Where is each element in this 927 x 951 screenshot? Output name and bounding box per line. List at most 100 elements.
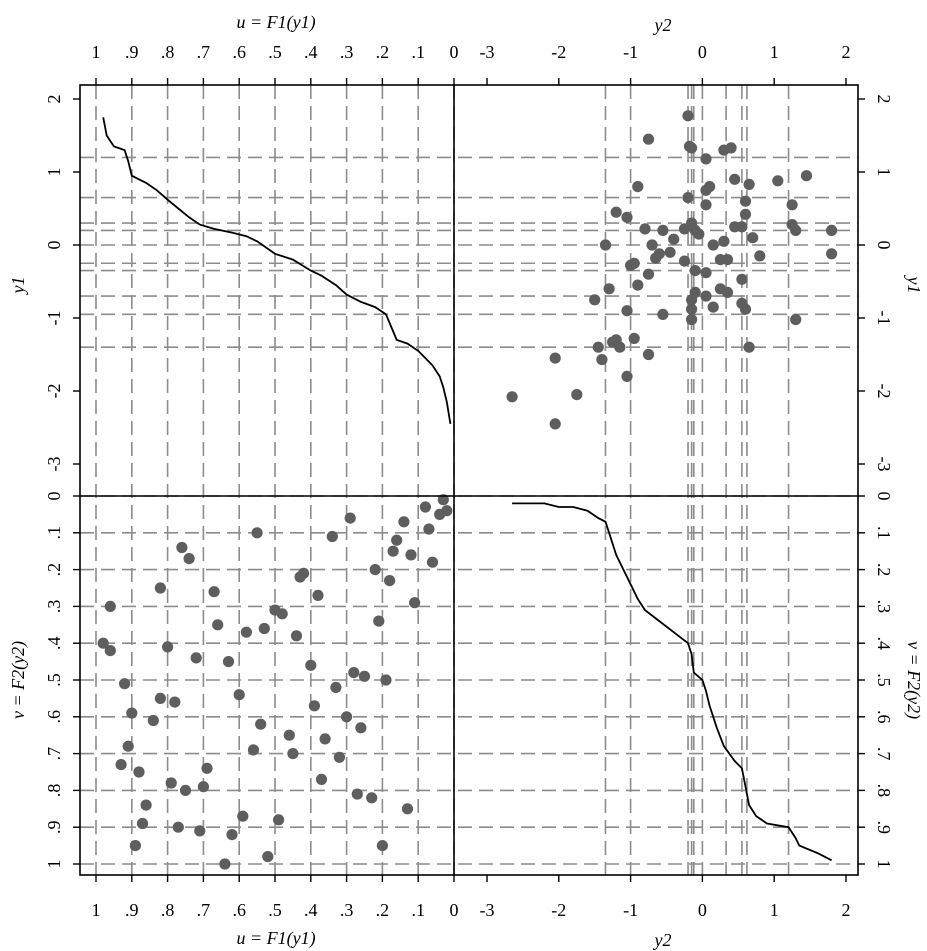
point-u-v [240,626,252,638]
tick-label-u-bottom: .3 [340,900,354,920]
point-u-v [172,821,184,833]
point-u-v [104,645,116,657]
point-u-v [351,788,363,800]
point-y2-y1 [632,181,644,193]
point-y2-y1 [668,233,680,245]
point-y2-y1 [736,221,748,233]
tick-label-v-right: .8 [874,784,894,798]
point-u-v [373,615,385,627]
point-y2-y1 [506,391,518,403]
point-y2-y1 [571,389,583,401]
tick-label-v-right: .1 [874,526,894,540]
point-u-v [419,501,431,513]
tick-label-v-left: .3 [44,600,64,614]
point-y2-y1 [686,303,698,315]
point-y2-y1 [772,175,784,187]
curve-u-y1 [102,117,452,425]
point-y2-y1 [642,348,655,361]
tick-label-y1-right: 1 [874,168,894,177]
point-y2-y1 [700,267,712,279]
tick-label-y2-bottom: -3 [480,900,495,920]
point-u-v [312,589,324,602]
tick-label-u-top: .9 [125,42,139,62]
point-u-v [380,674,392,686]
point-u-v [441,505,453,517]
point-y2-y1 [700,153,712,165]
point-y2-y1 [642,133,655,145]
point-y2-y1 [826,248,838,260]
tick-label-v-left: .5 [44,673,64,687]
point-y2-y1 [628,332,640,344]
tick-label-y2-bottom: 0 [698,900,707,920]
point-u-v [298,567,310,579]
point-y2-y1 [621,370,633,382]
point-y2-y1 [747,232,759,244]
tick-label-v-right: 0 [874,492,894,501]
point-y2-y1 [718,235,730,247]
point-y2-y1 [603,283,615,295]
point-y2-y1 [739,195,752,207]
tick-label-u-top: .4 [304,42,318,62]
bottom-right-axis-title: y2 [653,930,672,950]
point-u-v [358,670,371,682]
point-y2-y1 [689,265,701,277]
tick-label-v-left: 0 [44,492,64,501]
point-u-v [283,729,295,741]
point-u-v [276,608,288,620]
tick-label-u-top: .7 [197,42,211,62]
outer-frame [79,84,859,876]
point-u-v [97,637,109,649]
point-u-v [162,641,174,653]
point-y2-y1 [682,110,694,122]
point-y2-y1 [754,250,766,262]
point-u-v [197,781,209,793]
point-u-v [423,523,435,535]
tick-label-u-bottom: .1 [411,900,425,920]
point-u-v [122,740,134,752]
tick-label-y2-bottom: 2 [842,900,851,920]
bottom-left-axis-title: u = F1(y1) [236,928,315,949]
left-bottom-axis-title: v = F2(y2) [8,641,29,719]
point-y2-y1 [549,418,561,430]
point-y2-y1 [729,173,741,185]
point-y2-y1 [621,211,633,223]
point-y2-y1 [628,257,640,269]
point-u-v [315,773,328,786]
point-y2-y1 [790,224,802,236]
point-u-v [237,810,249,822]
point-y2-y1 [739,208,752,220]
tick-label-u-bottom: .2 [376,900,390,920]
point-u-v [369,564,381,576]
tick-label-y1-left: 1 [44,168,64,177]
tick-label-v-right: .2 [874,563,894,577]
tick-label-v-left: .9 [44,820,64,834]
tick-label-y2-top: 1 [770,42,779,62]
point-u-v [165,777,177,789]
tick-label-y1-left: -1 [44,311,64,326]
tick-label-v-right: .7 [874,747,894,761]
point-y2-y1 [610,206,622,218]
point-u-v [376,840,388,852]
point-u-v [305,659,317,671]
point-u-v [140,799,152,811]
point-u-v [233,689,245,701]
point-u-v [437,494,449,506]
tick-labels: 1 1 .9 .9 .8 .8 .7 .7 .6 .6 .5 .5 .4 .4 .3 .3 .2 .2 .1 .1 0 0… [44,42,894,920]
tick-label-u-top: .1 [411,42,425,62]
top-left-axis-title: u = F1(y1) [236,12,315,33]
point-u-v [355,722,367,734]
point-u-v [219,858,231,870]
point-y2-y1 [686,313,698,326]
tick-label-y2-top: 0 [698,42,707,62]
tick-label-y1-right: -1 [874,311,894,326]
point-u-v [222,656,235,668]
tick-label-u-top: .3 [340,42,354,62]
right-top-axis-title: y1 [904,275,924,294]
point-y2-y1 [721,286,734,298]
point-y2-y1 [632,279,644,291]
point-u-v [341,711,353,723]
point-y2-y1 [790,313,802,326]
tick-label-y1-right: -2 [874,384,894,399]
tick-label-u-bottom: .4 [304,900,318,920]
point-u-v [287,748,299,760]
